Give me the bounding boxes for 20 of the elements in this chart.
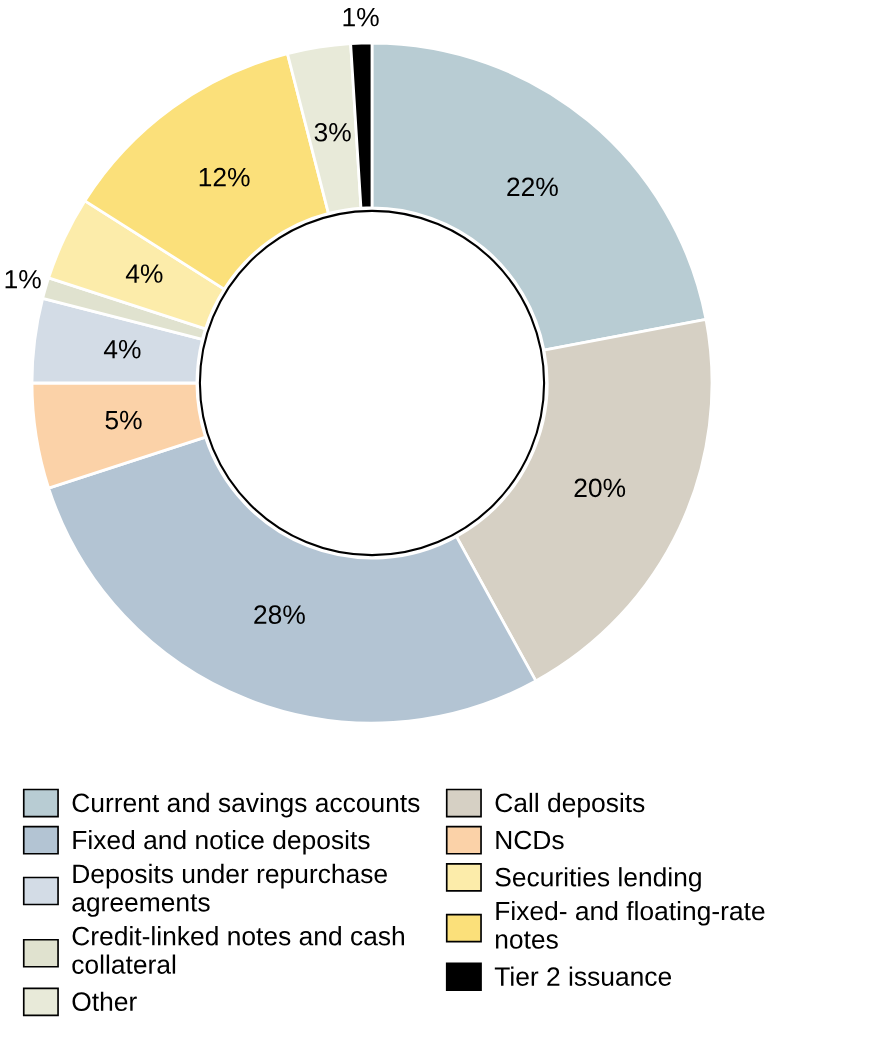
data-label: 1%: [5, 270, 41, 289]
legend-label: Deposits under repurchase agreements: [72, 863, 387, 917]
legend-label: NCDs: [496, 830, 564, 850]
data-label: 4%: [103, 339, 141, 359]
data-label: 1%: [343, 7, 379, 27]
legend-label: Tier 2 issuance: [494, 966, 671, 986]
data-label: 3%: [314, 122, 351, 142]
data-label: 20%: [574, 478, 626, 498]
legend-label: Credit-linked notes and cash collateral: [72, 926, 404, 974]
legend-label: Other: [72, 991, 137, 1012]
legend-label: Fixed and notice deposits: [73, 829, 370, 855]
data-label: 12%: [199, 167, 250, 187]
legend-label: Current and savings accounts: [72, 792, 420, 818]
data-label: 22%: [507, 177, 558, 197]
legend-label: Call deposits: [495, 792, 645, 818]
legend-label: Fixed- and floating-rate notes: [495, 900, 765, 949]
legend-label: Securities lending: [495, 867, 701, 892]
data-label: 4%: [125, 264, 163, 283]
data-label: 5%: [105, 410, 142, 430]
data-label: 28%: [254, 605, 305, 625]
